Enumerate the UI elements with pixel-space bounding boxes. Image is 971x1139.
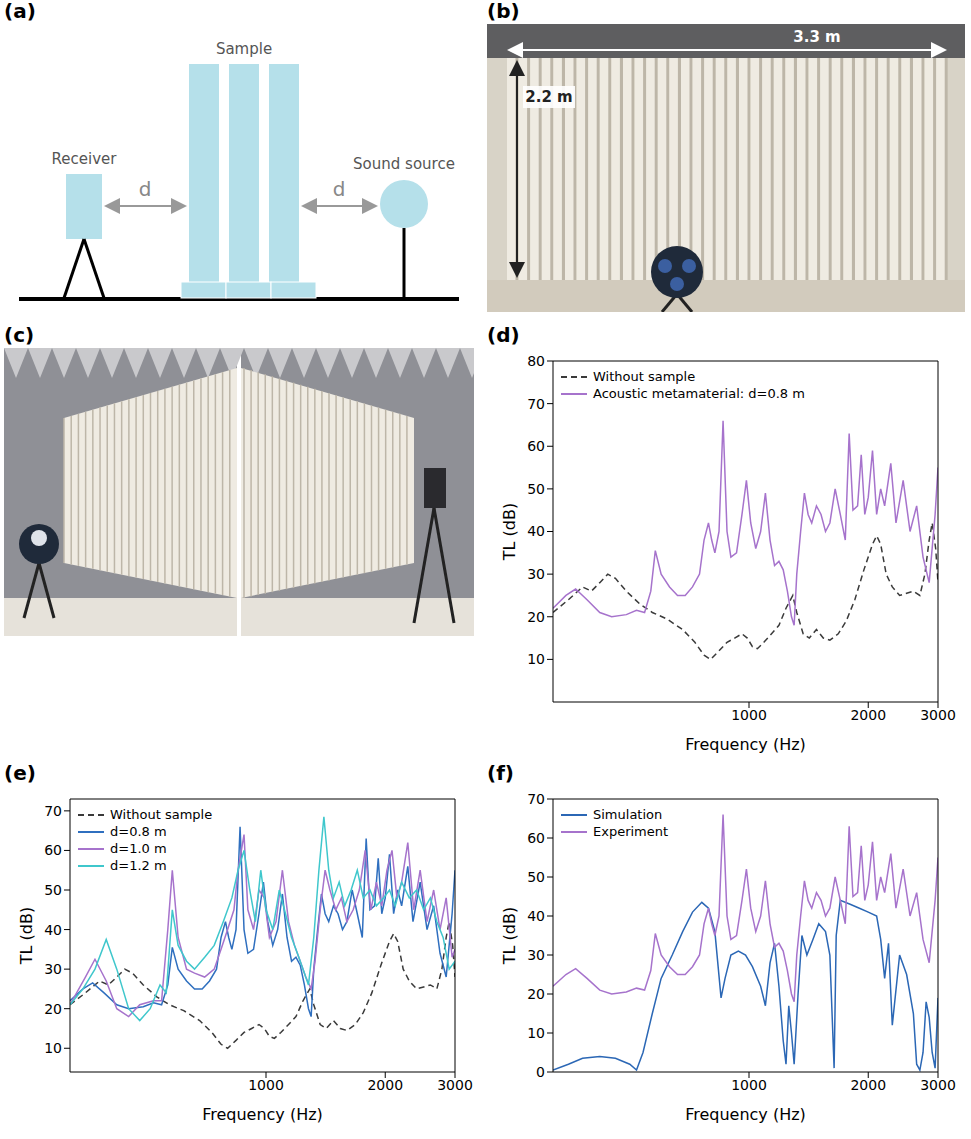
svg-text:TL (dB): TL (dB) xyxy=(500,907,519,965)
html-text:(c): (c) xyxy=(4,323,35,347)
svg-text:60: 60 xyxy=(44,842,62,858)
html-text:(e): (e) xyxy=(4,761,36,785)
html-text:Without sample: Without sample xyxy=(593,369,696,384)
html-text:(b): (b) xyxy=(487,0,520,23)
svg-text:70: 70 xyxy=(527,791,545,807)
svg-text:20: 20 xyxy=(527,986,545,1002)
svg-text:30: 30 xyxy=(527,566,545,582)
svg-text:TL (dB): TL (dB) xyxy=(17,907,36,965)
svg-text:Frequency (Hz): Frequency (Hz) xyxy=(685,735,806,754)
html-text:Acoustic metamaterial: d=0.8 m: Acoustic metamaterial: d=0.8 m xyxy=(593,386,805,401)
svg-text:50: 50 xyxy=(527,481,545,497)
svg-text:TL (dB): TL (dB) xyxy=(500,503,519,561)
svg-text:50: 50 xyxy=(527,869,545,885)
svg-text:30: 30 xyxy=(527,947,545,963)
svg-text:60: 60 xyxy=(527,830,545,846)
svg-text:1000: 1000 xyxy=(248,1077,284,1093)
svg-text:Sample: Sample xyxy=(216,40,272,58)
svg-text:40: 40 xyxy=(44,922,62,938)
svg-text:3000: 3000 xyxy=(437,1077,473,1093)
svg-text:3000: 3000 xyxy=(920,1077,956,1093)
html-text:Experiment: Experiment xyxy=(593,824,669,839)
svg-text:10: 10 xyxy=(527,1025,545,1041)
svg-text:20: 20 xyxy=(44,1001,62,1017)
svg-text:2000: 2000 xyxy=(850,707,886,723)
svg-text:3000: 3000 xyxy=(920,707,956,723)
svg-text:d: d xyxy=(139,177,152,201)
svg-text:40: 40 xyxy=(527,908,545,924)
html-text:(f): (f) xyxy=(487,761,514,785)
svg-text:Frequency (Hz): Frequency (Hz) xyxy=(685,1105,806,1124)
svg-text:1000: 1000 xyxy=(731,707,767,723)
svg-text:2000: 2000 xyxy=(850,1077,886,1093)
svg-text:80: 80 xyxy=(527,353,545,369)
html-text:(d): (d) xyxy=(487,323,520,347)
html-text:(a): (a) xyxy=(4,0,36,23)
html-text:d=1.0 m: d=1.0 m xyxy=(110,841,167,856)
svg-text:2000: 2000 xyxy=(367,1077,403,1093)
html-text:d=0.8 m: d=0.8 m xyxy=(110,824,167,839)
svg-text:70: 70 xyxy=(44,803,62,819)
svg-text:60: 60 xyxy=(527,438,545,454)
svg-text:Receiver: Receiver xyxy=(52,150,118,168)
html-text:Simulation: Simulation xyxy=(593,807,663,822)
svg-text:0: 0 xyxy=(536,1064,545,1080)
svg-text:70: 70 xyxy=(527,396,545,412)
svg-text:Frequency (Hz): Frequency (Hz) xyxy=(202,1105,323,1124)
html-text:d=1.2 m: d=1.2 m xyxy=(110,858,167,873)
svg-text:50: 50 xyxy=(44,882,62,898)
svg-text:2.2 m: 2.2 m xyxy=(525,88,572,106)
svg-text:Sound source: Sound source xyxy=(353,155,455,173)
svg-text:d: d xyxy=(333,177,346,201)
html-text:Without sample: Without sample xyxy=(110,807,213,822)
svg-text:40: 40 xyxy=(527,523,545,539)
svg-text:10: 10 xyxy=(527,651,545,667)
svg-text:20: 20 xyxy=(527,609,545,625)
svg-text:3.3 m: 3.3 m xyxy=(793,28,840,46)
svg-text:30: 30 xyxy=(44,961,62,977)
svg-text:1000: 1000 xyxy=(731,1077,767,1093)
svg-text:10: 10 xyxy=(44,1040,62,1056)
